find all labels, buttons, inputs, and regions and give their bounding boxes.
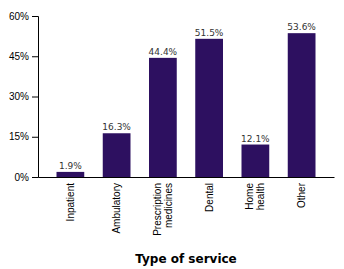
tick-mark: [32, 16, 38, 17]
data-label: 12.1%: [241, 134, 270, 144]
data-label: 44.4%: [149, 47, 178, 57]
x-axis: Inpatient Ambulatory Prescriptionmedicines…: [39, 178, 335, 236]
axis-line: [32, 17, 39, 178]
y-axis: 0% 15% 30% 45% 60%: [9, 11, 39, 183]
tick-mark: [32, 56, 38, 57]
tick: 15%: [9, 131, 38, 142]
data-label: 51.5%: [195, 28, 224, 38]
bars: [57, 33, 316, 177]
bar: [57, 172, 85, 177]
tick-label: 15%: [9, 131, 29, 142]
tick-label: 45%: [9, 51, 29, 62]
bar: [103, 133, 131, 177]
tick-mark: [32, 137, 38, 138]
tick: Dental: [204, 183, 215, 212]
tick-label: 60%: [9, 11, 29, 22]
tick: Ambulatory: [111, 183, 122, 234]
tick-label: 30%: [9, 91, 29, 102]
tick-label: Prescriptionmedicines: [152, 183, 174, 236]
data-label: 16.3%: [102, 122, 131, 132]
tick: Homehealth: [244, 183, 266, 211]
tick-label: 0%: [15, 172, 30, 183]
tick-mark: [32, 97, 38, 98]
tick: Inpatient: [65, 183, 76, 222]
data-label: 53.6%: [287, 22, 316, 32]
tick-label: Dental: [204, 183, 215, 212]
tick: Other: [296, 182, 307, 208]
data-label: 1.9%: [59, 161, 82, 171]
tick: Prescriptionmedicines: [152, 183, 174, 236]
tick: 0%: [15, 172, 38, 183]
plot: 0% 15% 30% 45% 60% Inpatient Ambulatory Prescri…: [9, 11, 335, 236]
bar: [288, 33, 316, 177]
bar: [242, 145, 270, 177]
tick-mark: [32, 177, 38, 178]
tick-label: Inpatient: [65, 183, 76, 222]
x-axis-title: Type of service: [135, 252, 237, 266]
bar: [195, 39, 223, 177]
tick: 30%: [9, 91, 38, 102]
bar: [149, 58, 177, 177]
chart: 0% 15% 30% 45% 60% Inpatient Ambulatory Prescri…: [0, 0, 344, 269]
tick: 60%: [9, 11, 38, 22]
axis-line: [39, 177, 335, 178]
tick: 45%: [9, 51, 38, 62]
tick-label: Homehealth: [244, 183, 266, 211]
data-labels: 1.9% 16.3% 44.4% 51.5% 12.1% 53.6%: [59, 22, 316, 171]
tick-label: Ambulatory: [111, 183, 122, 234]
tick-label: Other: [296, 182, 307, 208]
